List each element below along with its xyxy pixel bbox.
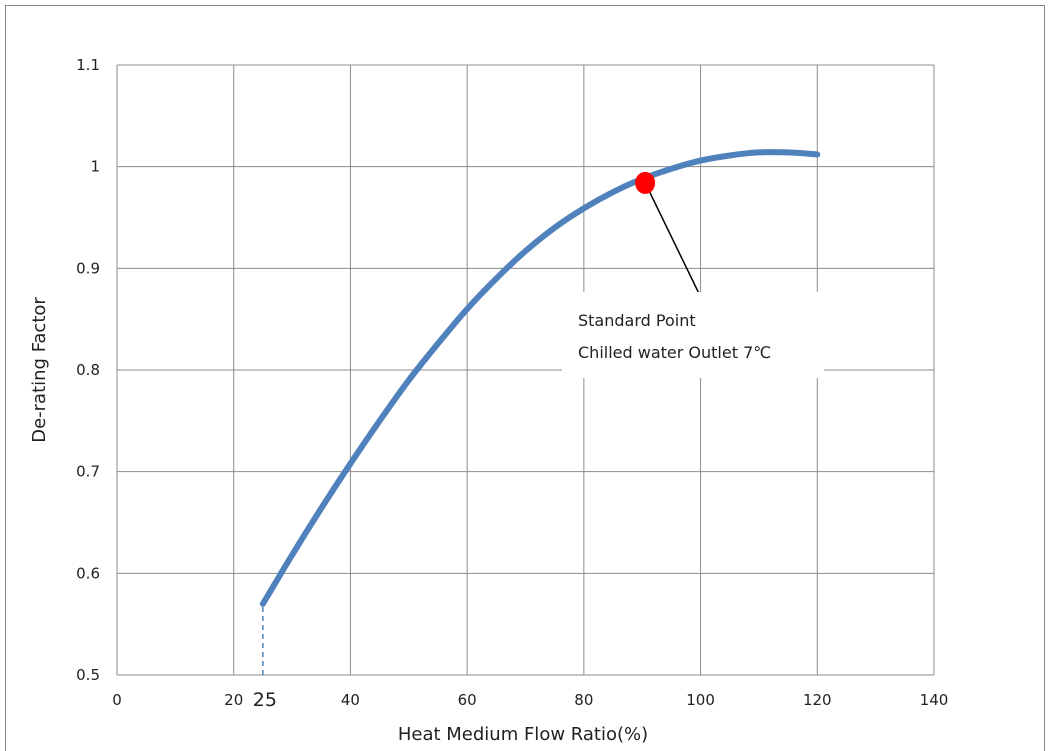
y-tick-label: 1.1 xyxy=(76,56,100,74)
annotation-box xyxy=(562,292,824,378)
series-layer xyxy=(259,149,821,675)
x-tick-label: 120 xyxy=(803,691,832,709)
x-tick-label: 60 xyxy=(458,691,477,709)
x-tick-label: 140 xyxy=(920,691,949,709)
annotation: Standard Point Chilled water Outlet 7℃ xyxy=(562,190,824,378)
y-tick-label: 0.7 xyxy=(76,463,100,481)
annotation-text-line-2: Chilled water Outlet 7℃ xyxy=(578,343,771,362)
annotation-text-line-1: Standard Point xyxy=(578,311,696,330)
y-tick-label: 1 xyxy=(90,158,100,176)
y-tick-label: 0.8 xyxy=(76,361,100,379)
annotation-leader-line xyxy=(648,190,702,298)
y-axis-title: De-rating Factor xyxy=(29,297,50,443)
grid xyxy=(116,64,935,676)
x-tick-label: 40 xyxy=(341,691,360,709)
x-axis-ticks: 0 20 40 60 80 100 120 140 25 xyxy=(112,689,948,711)
y-tick-label: 0.6 xyxy=(76,564,100,582)
x-tick-label: 0 xyxy=(112,691,122,709)
y-axis-ticks: 0.5 0.6 0.7 0.8 0.9 1 1.1 xyxy=(76,56,100,684)
y-tick-label: 0.5 xyxy=(76,666,100,684)
x-tick-label: 80 xyxy=(574,691,593,709)
series-line xyxy=(259,149,821,607)
chart-frame xyxy=(5,5,1045,751)
x-tick-label: 100 xyxy=(686,691,715,709)
marker-layer xyxy=(635,171,656,194)
x-tick-label: 20 xyxy=(224,691,243,709)
x-tick-label-extra: 25 xyxy=(253,689,277,711)
y-tick-label: 0.9 xyxy=(76,259,100,277)
standard-point-marker xyxy=(635,171,656,194)
x-axis-title: Heat Medium Flow Ratio(%) xyxy=(398,724,648,745)
